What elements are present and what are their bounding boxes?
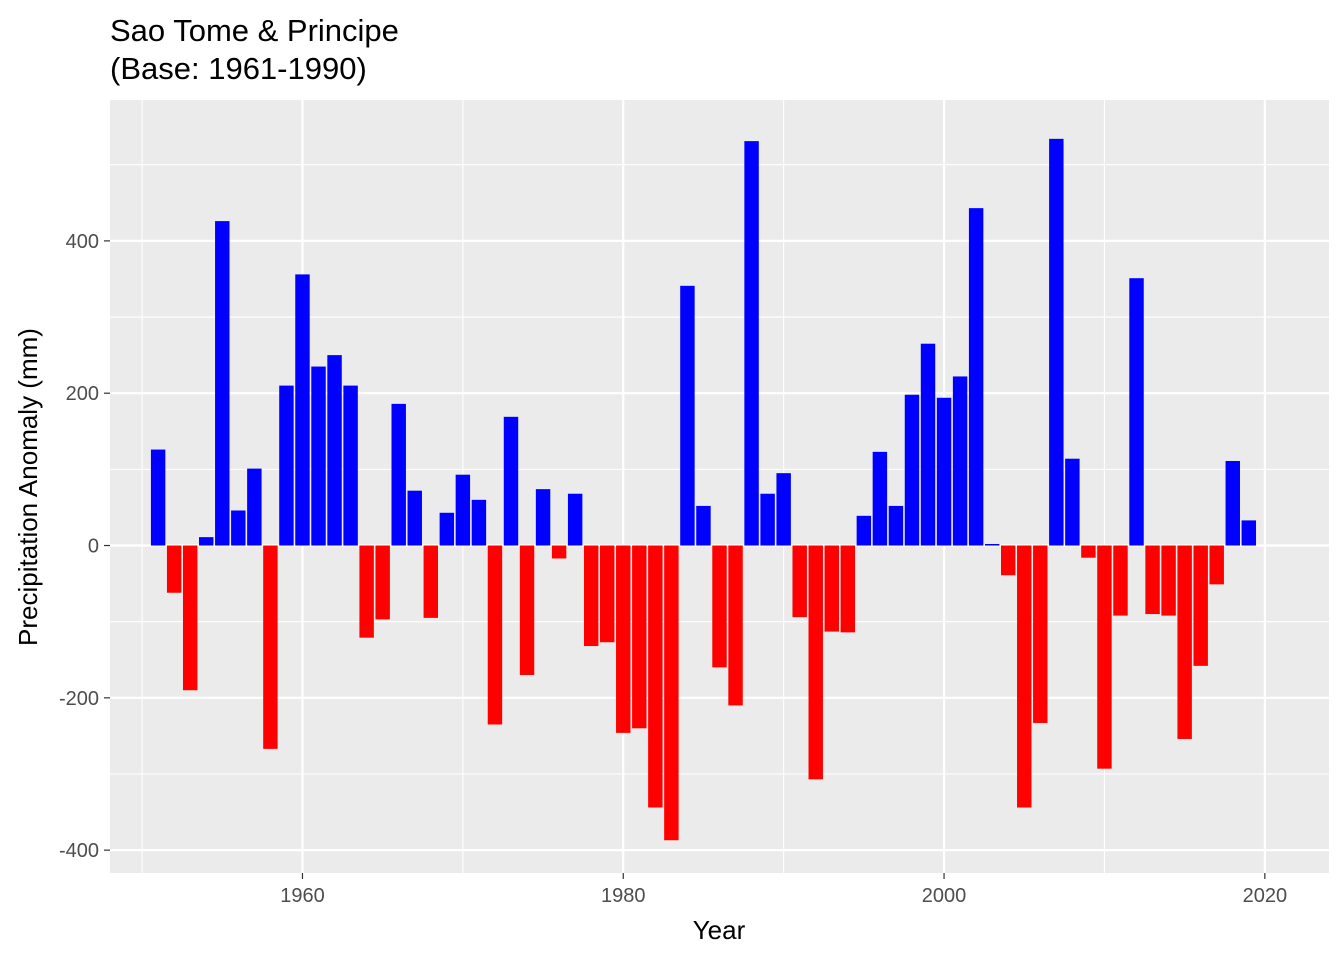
bar-2004 [1000,545,1016,576]
bar-1992 [808,545,823,780]
bar-1974 [519,545,535,675]
bar-1952 [166,545,182,593]
bar-1988 [744,141,759,546]
bar-2009 [1081,545,1096,558]
bar-1999 [920,343,936,546]
bar-2008 [1065,458,1080,546]
bar-1958 [263,545,278,749]
bar-1990 [776,473,791,546]
bar-1976 [551,545,567,559]
bar-1954 [199,537,214,546]
bar-1971 [471,499,487,546]
bar-2018 [1225,460,1240,546]
bar-1978 [583,545,599,647]
bar-2014 [1161,545,1176,616]
bar-1981 [632,545,647,729]
bar-1953 [182,545,198,691]
bar-2011 [1113,545,1128,616]
bar-1966 [391,403,406,546]
bar-1996 [872,451,888,546]
bar-1959 [279,385,294,546]
bar-1972 [487,545,503,725]
bar-2010 [1097,545,1112,769]
bar-2013 [1145,545,1160,615]
y-tick-label: 0 [88,536,99,558]
bar-1998 [904,394,920,546]
bar-2002 [968,208,984,546]
bar-1977 [567,493,583,546]
bar-2007 [1049,138,1064,546]
bar-1991 [792,545,807,618]
bar-1964 [359,545,374,638]
bar-1968 [423,545,439,618]
y-axis-title: Precipitation Anomaly (mm) [13,328,43,646]
bar-1963 [343,385,358,546]
y-tick-label: -400 [59,840,99,862]
bar-1982 [648,545,663,808]
bar-1997 [888,505,904,546]
chart-title: Sao Tome & Principe [110,13,399,48]
bar-2000 [936,397,952,546]
bar-2019 [1241,520,1257,546]
bar-1984 [680,285,695,546]
bar-2012 [1129,278,1144,546]
bar-1965 [375,545,390,620]
bar-1993 [824,545,839,632]
axis-ticks: 1960 1980 2000 2020 -400 -200 0 200 400 [59,231,1287,907]
bar-1989 [760,493,775,546]
bar-1973 [503,416,519,546]
bar-2003 [984,543,1000,546]
bar-1987 [728,545,743,706]
bar-1951 [150,449,166,546]
y-tick-label: 400 [66,231,99,253]
bar-2001 [952,376,968,546]
bar-1957 [247,468,262,546]
bar-1970 [455,474,471,546]
bar-2006 [1033,545,1048,723]
bar-1979 [600,545,615,643]
bar-1983 [664,545,679,841]
bar-1962 [327,355,342,546]
x-tick-label: 1980 [601,885,646,907]
bar-1980 [616,545,631,733]
bar-1960 [295,274,310,546]
bar-1995 [856,515,872,546]
x-tick-label: 1960 [280,885,325,907]
bar-2005 [1017,545,1032,808]
x-axis-title: Year [693,915,746,945]
bar-2015 [1177,545,1192,739]
x-tick-label: 2000 [922,885,967,907]
bar-1975 [535,489,551,546]
bar-2016 [1193,545,1208,666]
bar-2017 [1209,545,1224,585]
bar-1956 [231,510,246,546]
bar-1994 [840,545,856,633]
bar-1955 [215,221,230,546]
bar-1985 [696,505,711,546]
bars [150,138,1257,841]
bar-1986 [712,545,727,668]
y-tick-label: 200 [66,383,99,405]
bar-1961 [311,366,326,546]
chart-subtitle: (Base: 1961-1990) [110,51,367,86]
bar-1969 [439,512,455,546]
y-tick-label: -200 [59,688,99,710]
x-tick-label: 2020 [1243,885,1288,907]
bar-1967 [407,490,422,546]
